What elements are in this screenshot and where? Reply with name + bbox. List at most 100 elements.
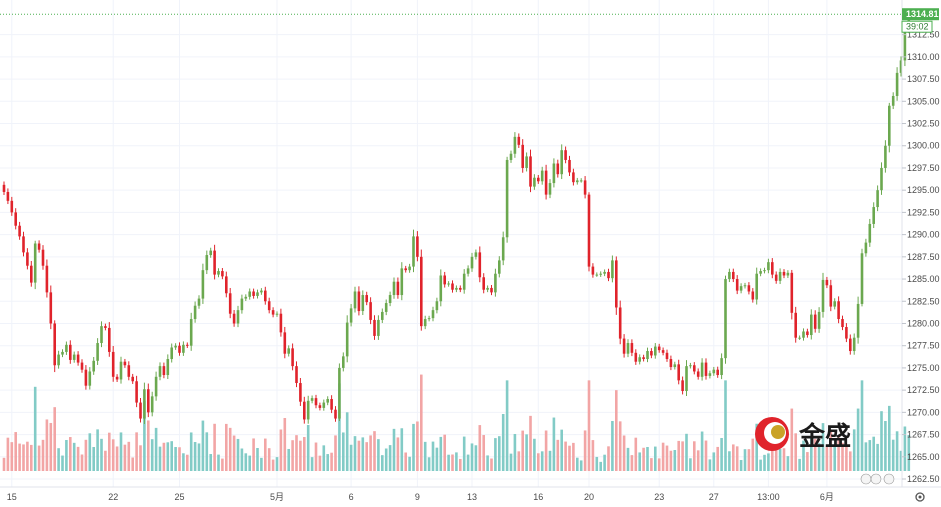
- volume-bar: [365, 442, 368, 471]
- volume-bar: [576, 457, 579, 471]
- volume-bar: [868, 440, 872, 471]
- candle-body: [459, 287, 462, 290]
- candle-body: [365, 295, 368, 303]
- volume-bar: [498, 436, 501, 471]
- volume-bar: [427, 457, 431, 471]
- settings-button[interactable]: [915, 492, 925, 502]
- event-flags[interactable]: [860, 473, 895, 485]
- time-axis[interactable]: 15 22 25 5月 6 9 13 16 20 23 27 13:00 6月: [0, 486, 941, 507]
- candle-body: [283, 332, 287, 354]
- price-tick-label: 1305.00: [907, 96, 940, 106]
- volume-bar: [127, 441, 131, 471]
- volume-bar: [712, 452, 716, 471]
- candle-body: [158, 366, 162, 377]
- candle-body: [197, 298, 201, 306]
- volume-bar: [650, 458, 653, 471]
- volume-bar: [338, 383, 341, 471]
- volume-bar: [96, 429, 99, 471]
- volume-bar: [423, 441, 427, 471]
- volume-bar: [228, 427, 232, 471]
- volume-bar: [209, 454, 212, 471]
- time-tick-label: 9: [415, 492, 420, 502]
- candle-body: [576, 180, 579, 183]
- volume-bar: [544, 430, 548, 471]
- candle-body: [299, 383, 302, 402]
- gear-icon[interactable]: [915, 492, 925, 502]
- candle-body: [310, 398, 314, 401]
- time-tick-label: 6: [349, 492, 354, 502]
- price-axis[interactable]: 1312.50 1310.00 1307.50 1305.00 1302.50 1300.…: [901, 0, 940, 487]
- volume-bar: [65, 440, 68, 471]
- volume-bar: [135, 432, 138, 471]
- volume-bar: [139, 445, 142, 471]
- candle-body: [72, 354, 76, 360]
- candle-body: [700, 362, 704, 377]
- volume-bar: [829, 430, 833, 471]
- time-tick-label: 22: [108, 492, 118, 502]
- candle-body: [669, 359, 673, 368]
- volume-bar: [108, 432, 111, 471]
- volume-bar: [677, 440, 680, 471]
- candle-body: [712, 369, 716, 374]
- time-axis-ticks: 15 22 25 5月 6 9 13 16 20 23 27 13:00 6月: [7, 492, 834, 502]
- volume-bar: [841, 442, 844, 471]
- candle-body: [37, 243, 41, 250]
- flag-us-icon[interactable]: [860, 473, 872, 485]
- volume-bar: [447, 454, 450, 471]
- volume-bar: [303, 437, 306, 471]
- flag-uk-icon[interactable]: [870, 473, 882, 485]
- price-tick-label: 1295.00: [907, 185, 940, 195]
- volume-bar: [147, 420, 150, 471]
- price-tick-label: 1300.00: [907, 141, 940, 151]
- candle-body: [525, 156, 528, 168]
- volume-bar: [891, 439, 895, 471]
- candlesticks: [2, 9, 911, 425]
- candle-body: [427, 318, 431, 320]
- candle-body: [767, 262, 770, 271]
- volume-bar: [373, 431, 376, 471]
- volume-bar: [295, 435, 298, 471]
- volume-bar: [852, 429, 856, 471]
- volume-bar: [37, 445, 41, 471]
- volume-bar: [361, 437, 365, 471]
- volume-bar: [751, 438, 755, 471]
- candle-body: [353, 291, 357, 309]
- candle-body: [634, 352, 638, 362]
- volume-bar: [201, 420, 205, 471]
- candle-body: [829, 285, 833, 307]
- volume-bar: [782, 448, 786, 471]
- volume-bar: [154, 427, 158, 471]
- candle-body: [560, 150, 563, 175]
- candle-body: [108, 327, 111, 352]
- volume-bar: [888, 405, 891, 471]
- candle-body: [420, 256, 423, 327]
- volume-bar: [443, 434, 446, 471]
- volume-bar: [568, 445, 571, 471]
- volume-bar: [322, 445, 326, 471]
- candle-body: [572, 172, 575, 183]
- volume-bar: [696, 450, 700, 471]
- time-axis-background: [0, 487, 902, 507]
- volume-bar: [2, 457, 6, 471]
- candle-body: [689, 365, 692, 367]
- volume-bar: [704, 440, 708, 471]
- candle-body: [583, 180, 587, 195]
- flag-us-icon-2[interactable]: [883, 473, 895, 485]
- candle-body: [755, 273, 758, 300]
- candle-body: [182, 344, 185, 353]
- candle-body: [732, 271, 735, 280]
- time-tick-label: 6月: [820, 492, 834, 502]
- candle-body: [14, 212, 17, 226]
- candle-body: [810, 314, 813, 336]
- volume-bar: [708, 459, 712, 471]
- candle-body: [720, 358, 723, 376]
- volume-bar: [318, 455, 322, 471]
- volume-bar: [626, 447, 630, 471]
- volume-bar: [845, 445, 848, 471]
- volume-bar: [856, 408, 860, 471]
- candle-body: [872, 207, 875, 224]
- candle-body: [657, 346, 661, 351]
- candle-body: [603, 271, 606, 274]
- candle-body: [903, 29, 907, 61]
- volume-bar: [849, 451, 852, 471]
